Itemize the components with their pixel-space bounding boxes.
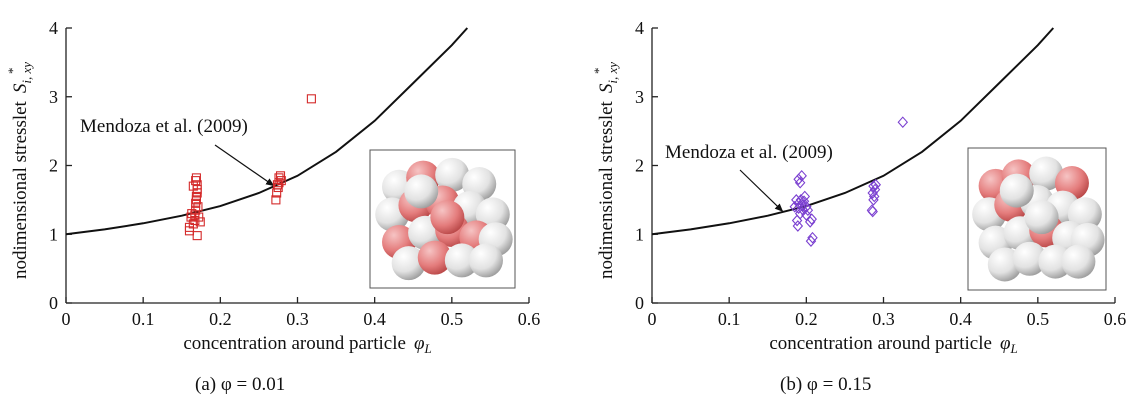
x-tick-label: 0.6 [518,309,541,329]
x-tick-label: 0.5 [441,309,464,329]
x-axis-label: concentration around particle φL [769,333,1017,356]
x-tick-label: 0 [648,309,657,329]
caption: (a) φ = 0.01 [195,374,285,395]
y-label-sub: i, xy [19,62,34,84]
x-tick-label: 0.5 [1027,309,1050,329]
y-label-symbol: S [10,83,31,93]
annotation-arrow [740,170,783,212]
y-label-sup: * [5,68,20,75]
point [193,232,201,240]
x-label-text: concentration around particle [183,333,406,354]
y-label-symbol: S [596,83,617,93]
y-label-text: nodimensional stresslet [596,100,617,279]
sphere [1000,174,1034,208]
annotation: Mendoza et al. (2009) [665,142,833,163]
x-tick-label: 0.6 [1104,309,1127,329]
point [898,117,907,127]
sphere [1061,245,1095,279]
y-tick-label: 1 [635,224,644,244]
point [307,95,315,103]
x-tick-label: 0.4 [363,309,386,329]
y-tick-label: 0 [49,293,58,313]
y-tick-label: 2 [635,156,644,176]
y-label-sup: * [591,68,606,75]
figure: 0 1 2 3 4 0 0.1 0.2 0.3 0.4 0.5 0.6 concentration ar… [0,0,1136,407]
annotation: Mendoza et al. (2009) [80,116,248,137]
y-tick-label: 1 [49,224,58,244]
sphere [469,243,503,277]
y-axis-label: nodimensional stresslet Si, xy* [5,62,34,279]
x-tick-label: 0.3 [286,309,309,329]
sphere [404,174,438,208]
x-tick-label: 0.1 [132,309,155,329]
x-tick-label: 0 [62,309,71,329]
x-axis-label: concentration around particle φL [183,333,431,356]
x-tick-label: 0.4 [949,309,972,329]
y-tick-label: 4 [49,18,58,38]
sphere [1025,200,1059,234]
x-label-sub: L [423,341,431,356]
x-tick-label: 0.3 [872,309,895,329]
annotation-arrow [215,145,274,186]
y-axis-label: nodimensional stresslet Si, xy* [591,62,620,279]
x-label-sub: L [1009,341,1017,356]
y-tick-label: 4 [635,18,644,38]
x-tick-label: 0.1 [718,309,741,329]
y-tick-label: 2 [49,156,58,176]
y-tick-label: 0 [635,293,644,313]
x-tick-label: 0.2 [795,309,818,329]
caption: (b) φ = 0.15 [780,374,871,395]
x-label-symbol: φ [1000,333,1011,354]
y-label-text: nodimensional stresslet [10,100,31,279]
x-label-text: concentration around particle [769,333,992,354]
x-label-symbol: φ [414,333,425,354]
x-tick-label: 0.2 [209,309,232,329]
y-tick-label: 3 [49,87,58,107]
sphere [430,200,464,234]
y-tick-label: 3 [635,87,644,107]
y-label-sub: i, xy [605,62,620,84]
